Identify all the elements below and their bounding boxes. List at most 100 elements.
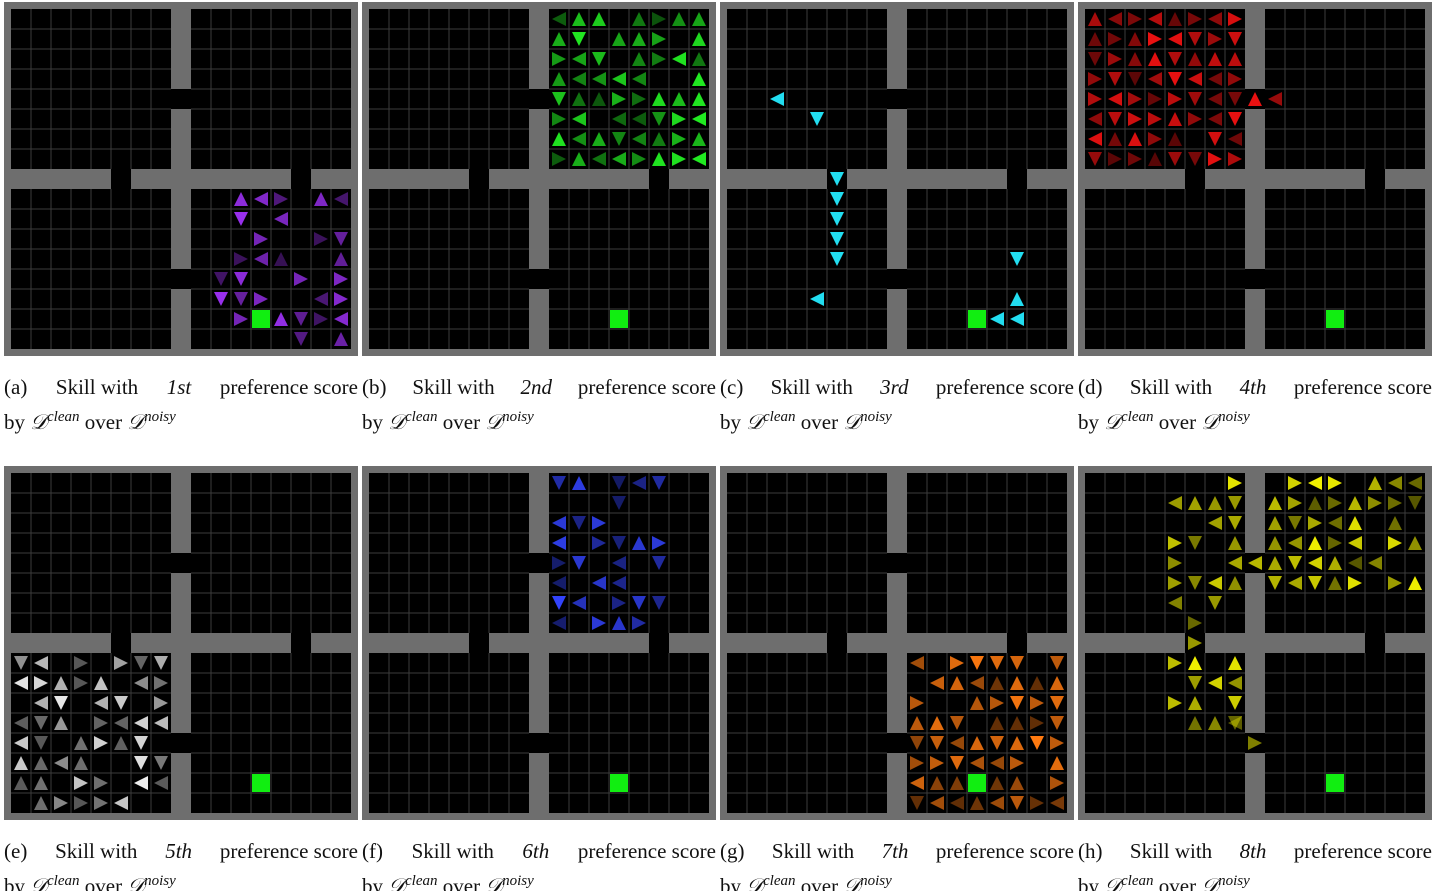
doorway [469, 633, 489, 653]
skill-arrow [930, 796, 944, 810]
goal [1326, 310, 1344, 328]
skill-arrow [572, 72, 586, 86]
skill-arrow [950, 676, 964, 690]
subfigure-label: (d) [1078, 375, 1103, 399]
skill-arrow [612, 112, 626, 126]
skill-arrow [134, 656, 148, 670]
skill-arrow [950, 756, 964, 770]
skill-arrow [314, 192, 328, 206]
doorway [827, 633, 847, 653]
skill-arrow [1128, 12, 1142, 26]
skill-arrow [74, 756, 88, 770]
skill-arrow [1010, 716, 1024, 730]
caption-text: preference score [219, 839, 358, 863]
doorway [1365, 169, 1385, 189]
skill-arrow [14, 756, 28, 770]
skill-arrow [990, 736, 1004, 750]
skill-arrow [214, 292, 228, 306]
skill-arrow [1030, 676, 1044, 690]
gridworld [362, 2, 716, 356]
skill-arrow [1168, 92, 1182, 106]
skill-arrow [990, 756, 1004, 770]
skill-arrow [770, 92, 784, 106]
skill-arrow [632, 72, 646, 86]
skill-arrow [1268, 496, 1282, 510]
skill-arrow [1168, 596, 1182, 610]
dataset-clean: clean [47, 873, 80, 889]
skill-arrow [1030, 696, 1044, 710]
caption-line: (e) Skill with 5th preference score [4, 836, 358, 866]
skill-arrow [1228, 516, 1242, 530]
skill-arrow [1050, 776, 1064, 790]
skill-arrow [592, 52, 606, 66]
doorway [529, 553, 549, 573]
doorway [1185, 169, 1205, 189]
dataset-noisy: noisy [502, 873, 534, 889]
skill-arrow [572, 112, 586, 126]
skill-arrow [54, 756, 68, 770]
skill-arrow [1128, 152, 1142, 166]
doorway [887, 553, 907, 573]
skill-arrow [34, 756, 48, 770]
skill-arrow [1168, 536, 1182, 550]
skill-arrow [1108, 52, 1122, 66]
skill-arrow [34, 736, 48, 750]
caption-line: (f) Skill with 6th preference score [362, 836, 716, 866]
skill-arrow [234, 272, 248, 286]
skill-arrow [134, 716, 148, 730]
skill-arrow [274, 252, 288, 266]
dataset-symbol: 𝒟 [30, 874, 48, 891]
caption-text: by [720, 410, 741, 434]
skill-arrow [652, 12, 666, 26]
skill-arrow [612, 556, 626, 570]
skill-arrow [234, 292, 248, 306]
skill-arrow [1368, 556, 1382, 570]
dataset-noisy: noisy [1218, 873, 1250, 889]
skill-arrow [294, 312, 308, 326]
skill-arrow [1388, 476, 1402, 490]
skill-arrow [632, 92, 646, 106]
skill-arrow [1228, 536, 1242, 550]
skill-arrow [1188, 112, 1202, 126]
skill-arrow [254, 192, 268, 206]
skill-arrow [572, 556, 586, 570]
caption-text: by [1078, 874, 1099, 891]
skill-arrow [632, 32, 646, 46]
skill-arrow [1348, 556, 1362, 570]
skill-arrow [1268, 536, 1282, 550]
dataset-symbol: 𝒟 [485, 410, 503, 434]
skill-arrow [692, 32, 706, 46]
skill-arrow [592, 152, 606, 166]
skill-arrow [1010, 656, 1024, 670]
doorway [529, 269, 549, 289]
skill-arrow [612, 616, 626, 630]
doorway [171, 553, 191, 573]
skill-arrow [930, 716, 944, 730]
skill-arrow [632, 536, 646, 550]
dataset-symbol: 𝒟 [1104, 410, 1122, 434]
skill-arrow [970, 676, 984, 690]
caption: (g) Skill with 7th preference score by 𝒟clea… [720, 836, 1074, 891]
subfigure-label: (g) [720, 839, 745, 863]
caption-text: over [1158, 410, 1197, 434]
caption-text: preference score [577, 839, 716, 863]
skill-arrow [1168, 576, 1182, 590]
skill-arrow [1268, 576, 1282, 590]
caption-text: by [362, 874, 383, 891]
skill-arrow [672, 92, 686, 106]
skill-arrow [910, 756, 924, 770]
skill-arrow [572, 596, 586, 610]
skill-arrow [950, 796, 964, 810]
caption: (h) Skill with 8th preference score by 𝒟clea… [1078, 836, 1432, 891]
skill-arrow [1108, 32, 1122, 46]
skill-arrow [592, 72, 606, 86]
skill-arrow [552, 616, 566, 630]
skill-arrow [1128, 72, 1142, 86]
skill-arrow [334, 332, 348, 346]
skill-arrow [74, 676, 88, 690]
skill-arrow [612, 576, 626, 590]
dataset-symbol: 𝒟 [843, 410, 861, 434]
skill-arrow [1188, 52, 1202, 66]
skill-arrow [612, 32, 626, 46]
skill-arrow [274, 192, 288, 206]
